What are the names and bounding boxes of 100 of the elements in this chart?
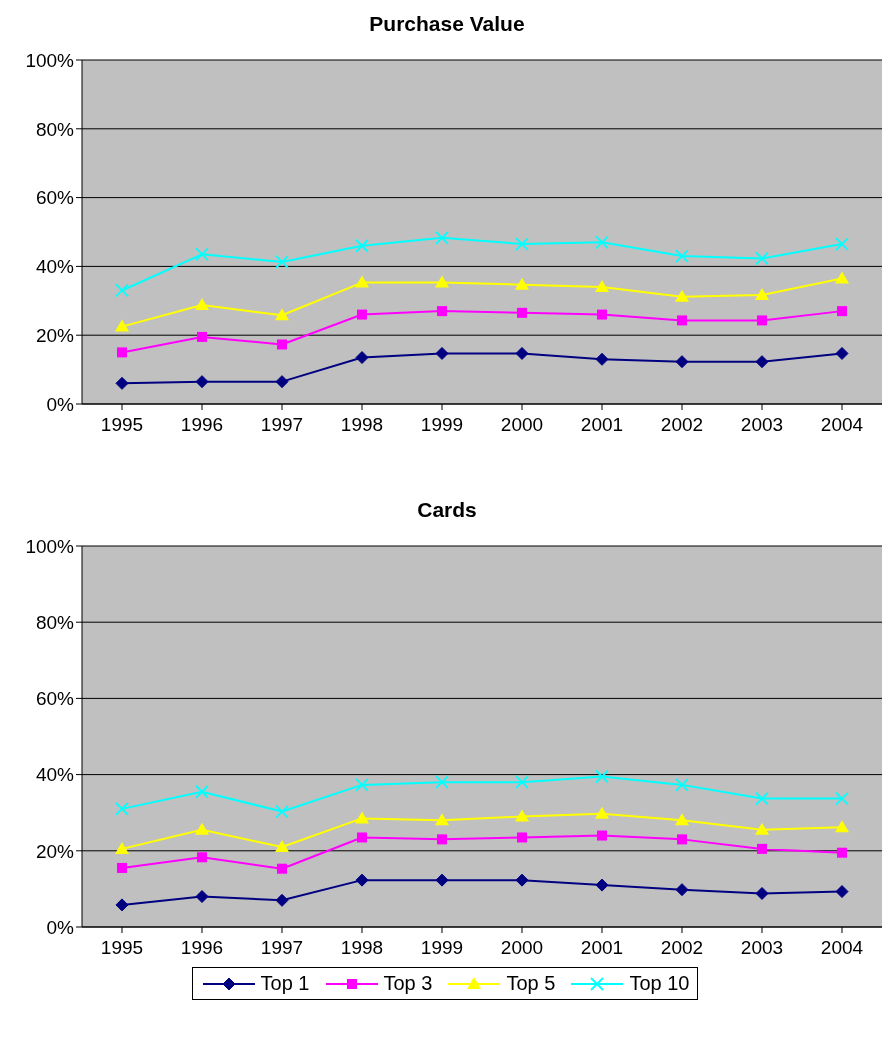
point bbox=[435, 873, 449, 887]
x-tick-label: 1996 bbox=[180, 937, 224, 959]
point bbox=[357, 309, 367, 320]
point bbox=[595, 352, 609, 366]
point bbox=[675, 883, 689, 897]
point bbox=[517, 307, 527, 318]
point bbox=[355, 275, 369, 288]
point bbox=[195, 784, 209, 799]
point bbox=[115, 376, 129, 390]
point bbox=[115, 319, 129, 332]
y-tick-label: 80% bbox=[35, 118, 75, 140]
y-tick-label: 20% bbox=[35, 840, 75, 862]
point bbox=[355, 238, 369, 253]
y-tick-label: 100% bbox=[25, 49, 75, 71]
point bbox=[195, 297, 209, 310]
point bbox=[515, 237, 529, 251]
point bbox=[595, 235, 609, 250]
x-tick-label: 2002 bbox=[660, 414, 704, 436]
point bbox=[435, 275, 449, 288]
point bbox=[677, 834, 687, 845]
point bbox=[835, 791, 849, 806]
y-tick-label: 100% bbox=[25, 535, 75, 557]
x-tick-label: 1997 bbox=[260, 414, 304, 436]
chart-title: Cards bbox=[416, 497, 478, 523]
point bbox=[275, 804, 289, 819]
x-tick-label: 2004 bbox=[820, 937, 864, 959]
x-tick-label: 2002 bbox=[660, 937, 704, 959]
x-tick-label: 1995 bbox=[100, 937, 144, 959]
x-tick-label: 2003 bbox=[740, 414, 784, 436]
point bbox=[515, 775, 529, 790]
point bbox=[437, 834, 447, 845]
point bbox=[195, 890, 209, 904]
point bbox=[277, 339, 287, 350]
x-tick-label: 1995 bbox=[100, 414, 144, 436]
x-tick-label: 2003 bbox=[740, 937, 784, 959]
point bbox=[755, 822, 769, 835]
point bbox=[675, 777, 689, 792]
point bbox=[675, 355, 689, 369]
y-tick-label: 60% bbox=[35, 688, 75, 710]
point bbox=[755, 791, 769, 806]
point bbox=[435, 230, 449, 245]
point bbox=[597, 830, 607, 841]
y-tick-label: 80% bbox=[35, 611, 75, 633]
point bbox=[275, 839, 289, 852]
y-tick-label: 60% bbox=[35, 187, 75, 209]
point bbox=[597, 309, 607, 320]
point bbox=[435, 346, 449, 360]
point bbox=[275, 308, 289, 321]
chart-title: Purchase Value bbox=[368, 11, 526, 37]
point bbox=[515, 277, 529, 290]
point bbox=[355, 811, 369, 824]
point bbox=[835, 271, 849, 284]
point bbox=[837, 306, 847, 317]
point bbox=[115, 841, 129, 854]
point bbox=[677, 315, 687, 326]
point bbox=[675, 289, 689, 302]
legend-label: Top 3 bbox=[383, 972, 433, 995]
point bbox=[835, 885, 849, 899]
point bbox=[197, 852, 207, 863]
point bbox=[277, 863, 287, 874]
point bbox=[755, 355, 769, 369]
y-tick-label: 0% bbox=[46, 916, 75, 938]
x-tick-label: 2000 bbox=[500, 937, 544, 959]
point bbox=[435, 813, 449, 826]
point bbox=[835, 237, 849, 251]
point bbox=[515, 873, 529, 887]
point bbox=[275, 255, 289, 269]
point bbox=[355, 777, 369, 792]
point bbox=[755, 251, 769, 266]
point bbox=[675, 813, 689, 826]
point bbox=[517, 832, 527, 843]
point bbox=[117, 862, 127, 873]
x-tick-label: 1999 bbox=[420, 414, 464, 436]
legend-label: Top 10 bbox=[629, 972, 690, 995]
point bbox=[675, 249, 689, 263]
point bbox=[837, 847, 847, 858]
point bbox=[595, 878, 609, 892]
point bbox=[595, 806, 609, 819]
legend-label: Top 5 bbox=[506, 972, 556, 995]
x-tick-label: 1998 bbox=[340, 414, 384, 436]
y-tick-label: 0% bbox=[46, 393, 75, 415]
point bbox=[757, 315, 767, 326]
point bbox=[515, 809, 529, 822]
x-tick-label: 1999 bbox=[420, 937, 464, 959]
point bbox=[197, 331, 207, 342]
x-tick-label: 1997 bbox=[260, 937, 304, 959]
legend-label: Top 1 bbox=[260, 972, 310, 995]
point bbox=[115, 898, 129, 912]
point bbox=[355, 873, 369, 887]
point bbox=[275, 375, 289, 389]
x-tick-label: 2004 bbox=[820, 414, 864, 436]
point bbox=[835, 820, 849, 833]
point bbox=[115, 283, 129, 298]
x-tick-label: 1996 bbox=[180, 414, 224, 436]
point bbox=[755, 287, 769, 300]
y-tick-label: 40% bbox=[35, 256, 75, 278]
point bbox=[117, 347, 127, 358]
point bbox=[195, 822, 209, 835]
point bbox=[595, 280, 609, 293]
point bbox=[835, 346, 849, 360]
